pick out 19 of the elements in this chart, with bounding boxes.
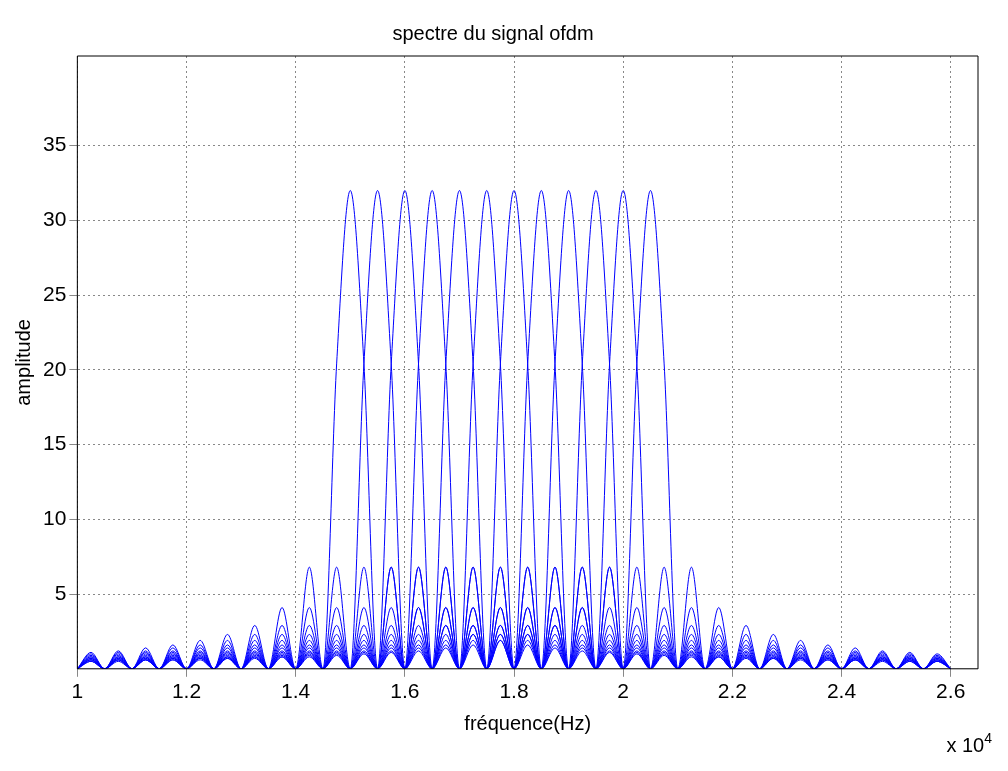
x-tick-label: 2.6	[936, 679, 966, 703]
x-tick-label: 1.8	[499, 679, 529, 703]
x-axis-title: fréquence(Hz)	[464, 711, 592, 734]
y-tick-label: 10	[43, 506, 67, 530]
x-tick-label: 1.2	[171, 679, 202, 703]
y-axis-title: amplitude	[11, 319, 34, 406]
y-tick-label: 35	[43, 132, 67, 156]
y-tick-label: 5	[54, 580, 67, 604]
x-tick-label: 1	[71, 679, 84, 703]
y-tick-label: 15	[43, 431, 67, 455]
y-tick-label: 25	[43, 281, 67, 305]
chart-title: spectre du signal ofdm	[392, 21, 594, 44]
x-tick-label: 2.4	[826, 679, 857, 703]
x-tick-label: 2.2	[717, 679, 747, 703]
y-tick-label: 20	[43, 356, 67, 380]
x-tick-label: 1.4	[281, 679, 311, 703]
y-tick-label: 30	[43, 207, 67, 231]
x-tick-label: 1.6	[390, 679, 420, 703]
x-tick-label: 2	[617, 679, 630, 703]
